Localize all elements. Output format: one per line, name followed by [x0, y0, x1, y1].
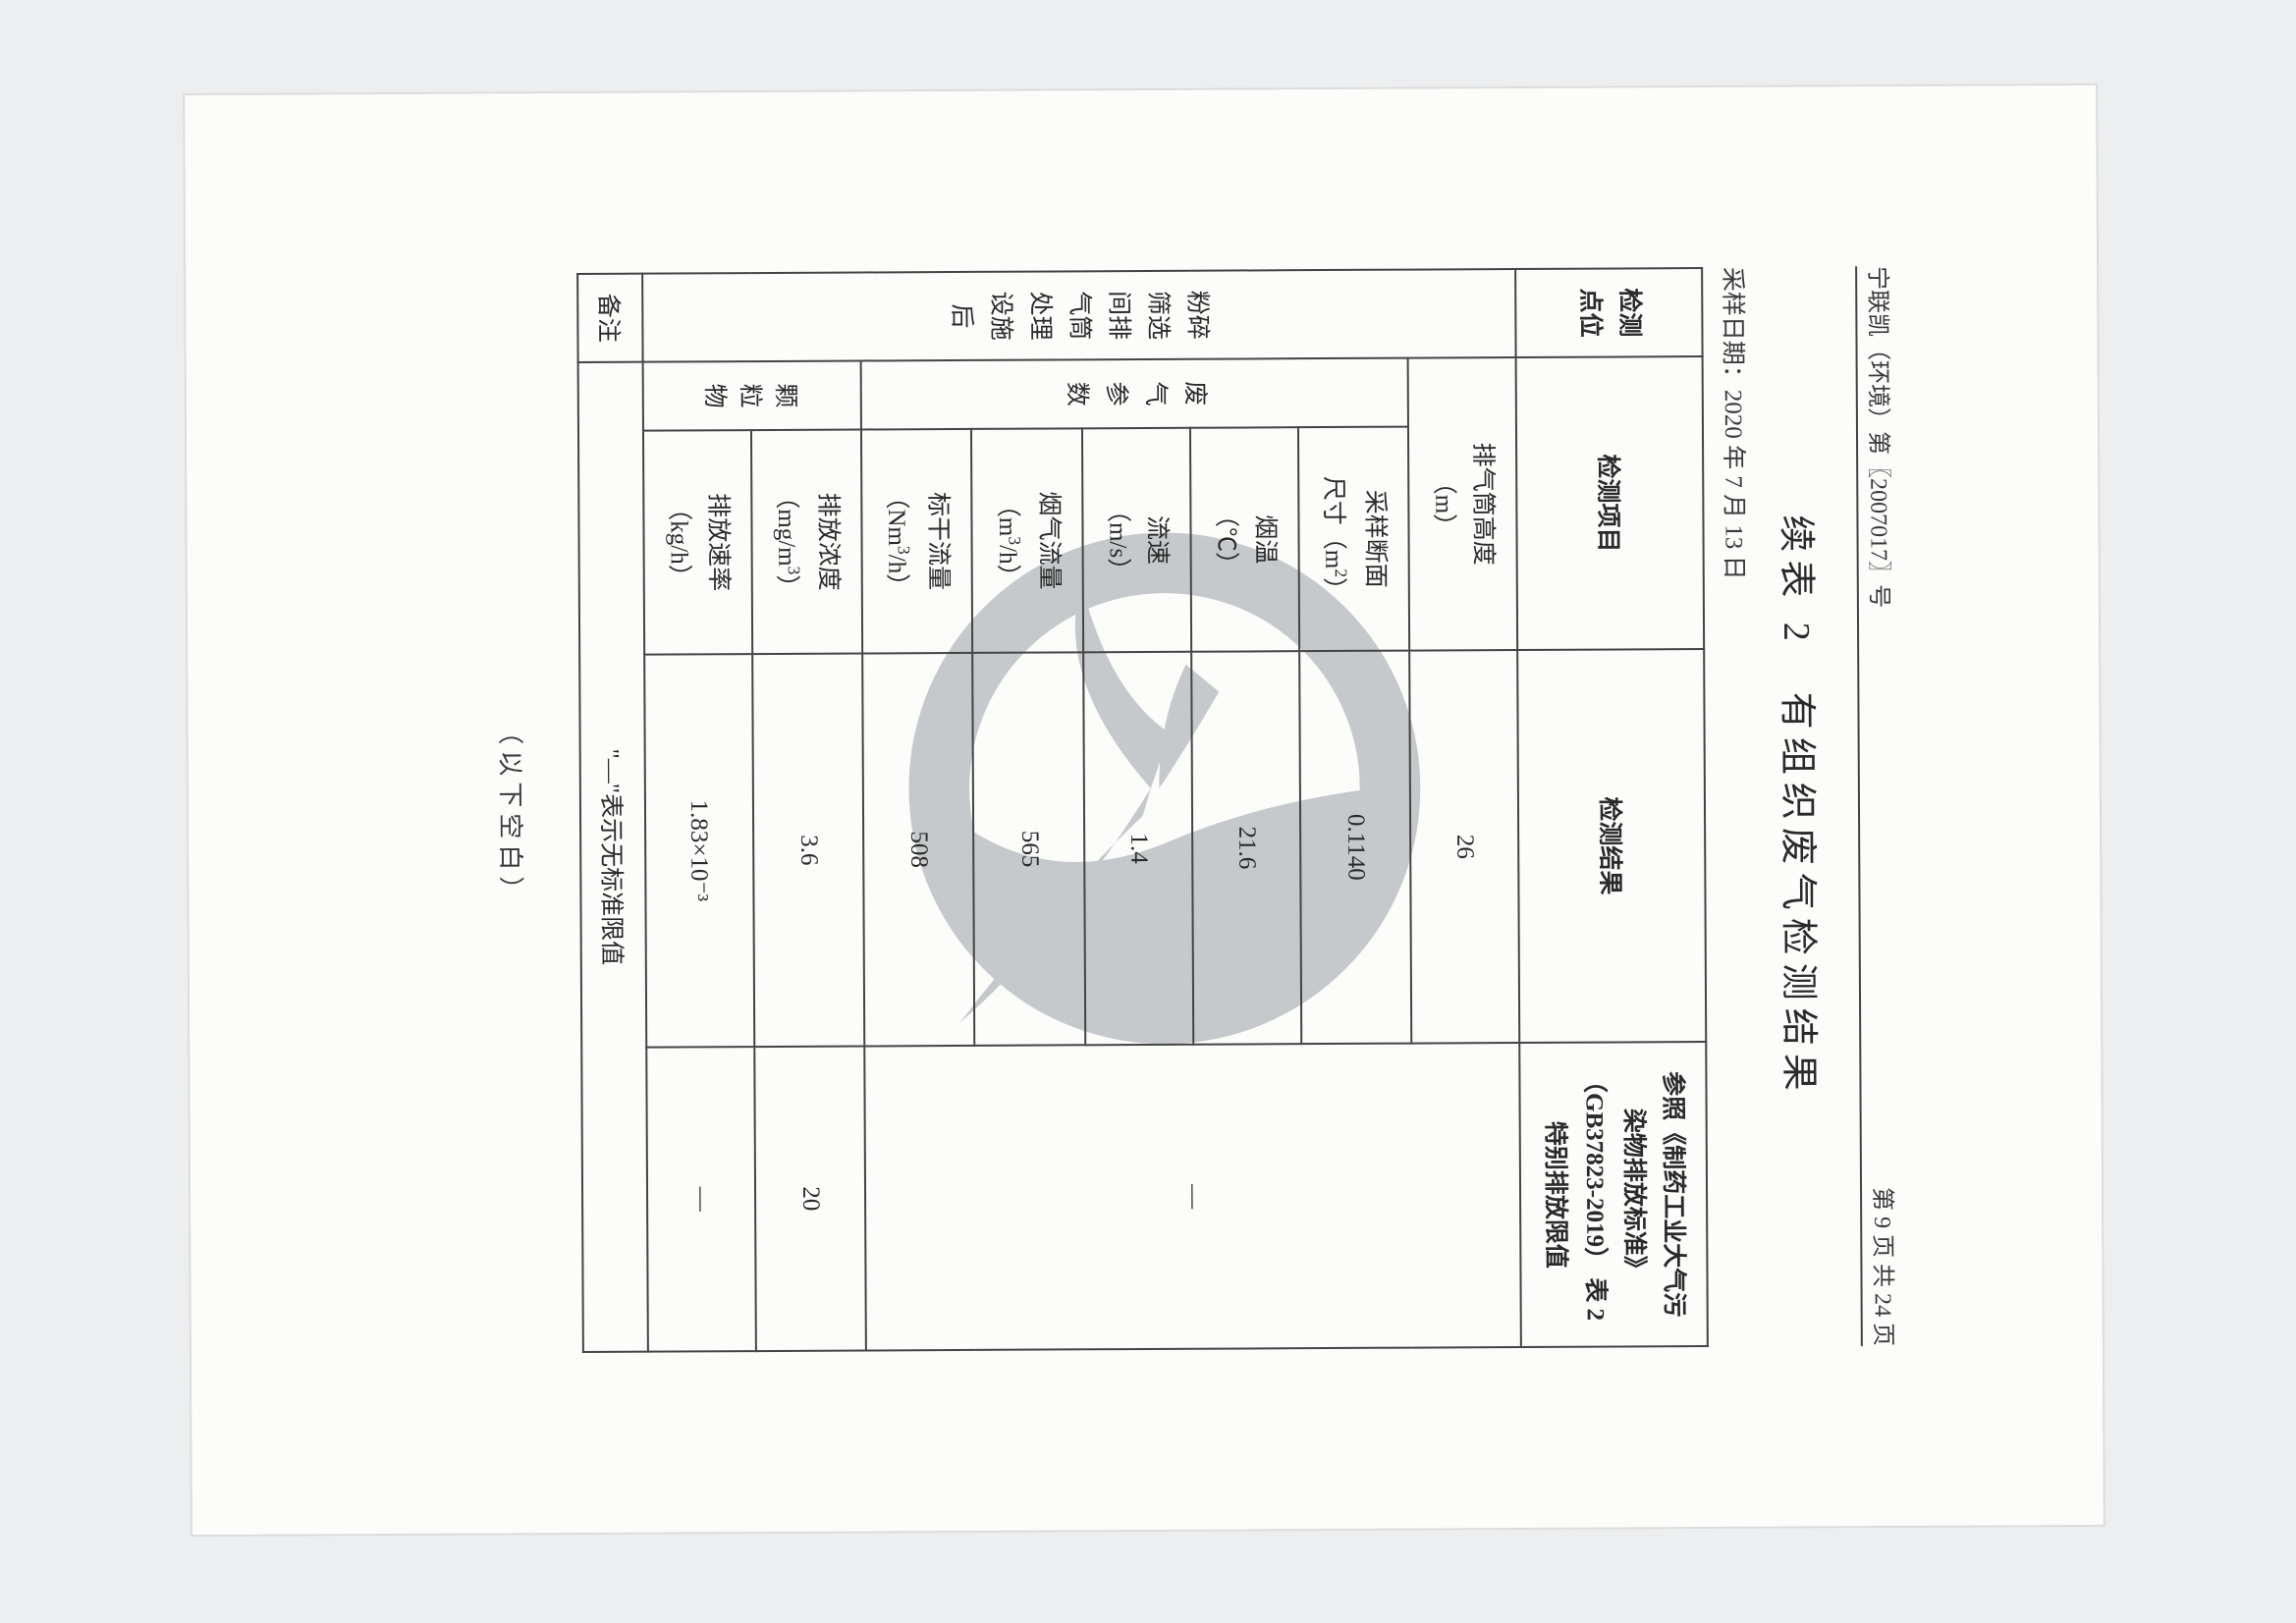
limit-cell: 20	[754, 1046, 866, 1351]
page-number: 第 9 页 共 24 页	[1868, 1187, 1903, 1346]
table-row: 颗粒物 排放浓度（mg/m3） 3.6 20	[750, 273, 866, 1352]
param-cell: 烟温（℃）	[1190, 427, 1299, 652]
table-header-row: 检测点位 检测项目 检测结果 参照《制药工业大气污 染物排放标准》 （GB378…	[1515, 268, 1708, 1347]
table-row: 粉碎筛选间排气筒处理设施后 排气筒高度（m） 26 —	[1407, 269, 1521, 1348]
param-cell: 烟气流量（m3/h）	[971, 428, 1083, 653]
results-table: 检测点位 检测项目 检测结果 参照《制药工业大气污 染物排放标准》 （GB378…	[576, 267, 1709, 1353]
note-label: 备注	[577, 274, 642, 362]
table-label: 续表 2	[1775, 514, 1817, 649]
value-cell: 3.6	[752, 653, 864, 1047]
param-cell: 采样断面尺寸（m2）	[1298, 427, 1410, 652]
value-cell: 0.1140	[1299, 651, 1411, 1045]
param-cell: 排放浓度（mg/m3）	[751, 430, 863, 655]
th-limit-l1: 参照《制药工业大气污	[1652, 1053, 1693, 1335]
value-cell: 1.4	[1083, 652, 1193, 1046]
waste-gas-group: 废气参数	[861, 358, 1408, 430]
header-row: 宁联凯（环境）第〖2007017〗号 第 9 页 共 24 页	[1855, 266, 1903, 1346]
note-text: "—"表示无标准限值	[577, 362, 647, 1352]
th-result: 检测结果	[1517, 649, 1706, 1043]
th-limit-l2: 染物排放标准》	[1613, 1053, 1654, 1335]
blank-below-note: （以下空白）	[491, 273, 533, 1353]
value-cell: 565	[973, 652, 1085, 1046]
th-point: 检测点位	[1515, 268, 1702, 357]
limit-cell-merged: —	[864, 1043, 1521, 1350]
page: 宁联凯（环境）第〖2007017〗号 第 9 页 共 24 页 续表 2 有组织…	[183, 83, 2105, 1537]
param-cell: 排放速率（kg/h）	[643, 430, 752, 655]
sample-date: 采样日期：2020 年 7 月 13 日	[1717, 267, 1758, 1347]
value-cell: 21.6	[1191, 651, 1301, 1045]
value-cell: 1.83×10⁻³	[644, 654, 754, 1048]
page-content: 宁联凯（环境）第〖2007017〗号 第 9 页 共 24 页 续表 2 有组织…	[267, 167, 2022, 1452]
limit-cell: —	[646, 1047, 756, 1352]
param-cell: 流速（m/s）	[1082, 428, 1191, 653]
th-limit-l4: 特别排放限值	[1534, 1054, 1575, 1336]
main-title: 有组织废气检测结果	[1776, 692, 1819, 1099]
table-row: 排放速率（kg/h） 1.83×10⁻³ —	[642, 273, 756, 1352]
th-limit-l3: （GB37823-2019） 表 2	[1573, 1054, 1614, 1336]
param-cell: 标干流量（Nm3/h）	[861, 429, 973, 654]
point-cell: 粉碎筛选间排气筒处理设施后	[642, 269, 1516, 362]
table-note-row: 备注 "—"表示无标准限值	[577, 274, 648, 1352]
value-cell: 26	[1409, 650, 1519, 1044]
table-wrap: 检测点位 检测项目 检测结果 参照《制药工业大气污 染物排放标准》 （GB378…	[576, 267, 1709, 1353]
particle-group: 颗粒物	[642, 361, 861, 431]
th-limit: 参照《制药工业大气污 染物排放标准》 （GB37823-2019） 表 2 特别…	[1519, 1042, 1708, 1347]
value-cell: 508	[862, 653, 974, 1047]
param-cell: 排气筒高度（m）	[1408, 357, 1518, 651]
doc-number: 宁联凯（环境）第〖2007017〗号	[1863, 266, 1899, 608]
th-item: 检测项目	[1516, 356, 1705, 650]
title-block: 续表 2 有组织废气检测结果	[1772, 266, 1831, 1346]
